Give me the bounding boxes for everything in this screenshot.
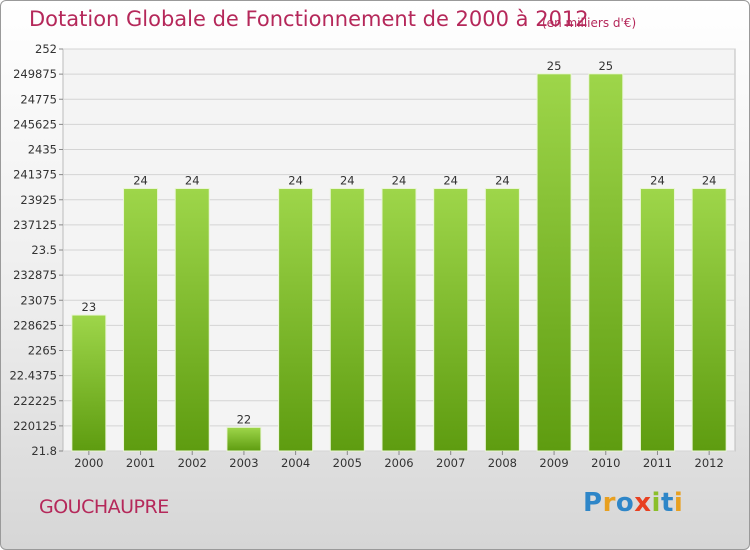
- bar-2006: [381, 188, 417, 452]
- x-tick-label: 2001: [126, 456, 155, 470]
- x-tick-label: 2011: [643, 456, 672, 470]
- y-tick-label: 23.5: [31, 243, 57, 257]
- data-label-2007: 24: [443, 174, 458, 188]
- bar-2001: [123, 188, 159, 452]
- data-label-2005: 24: [340, 174, 355, 188]
- data-label-2001: 24: [133, 174, 148, 188]
- x-tick-label: 2012: [695, 456, 724, 470]
- bar-2012: [691, 188, 727, 452]
- y-tick-label: 23925: [20, 193, 57, 207]
- data-label-2009: 25: [547, 59, 562, 73]
- x-tick-label: 2010: [591, 456, 620, 470]
- x-tick-label: 2009: [539, 456, 568, 470]
- data-label-2010: 25: [598, 59, 613, 73]
- bar-2005: [329, 188, 365, 452]
- y-tick-label: 228625: [13, 318, 57, 332]
- chart-title: Dotation Globale de Fonctionnement de 20…: [29, 7, 589, 31]
- logo-letter: x: [634, 488, 652, 518]
- y-tick-label: 22.4375: [9, 369, 57, 383]
- y-tick-label: 21.8: [31, 444, 57, 458]
- data-label-2004: 24: [288, 174, 303, 188]
- data-label-2000: 23: [82, 300, 97, 314]
- x-tick-label: 2004: [281, 456, 310, 470]
- x-tick-label: 2007: [436, 456, 465, 470]
- data-label-2008: 24: [495, 174, 510, 188]
- x-tick-label: 2002: [178, 456, 207, 470]
- data-label-2003: 22: [237, 412, 252, 426]
- logo-letter: i: [651, 488, 661, 518]
- y-tick-label: 245625: [13, 117, 57, 131]
- bar-2010: [588, 73, 624, 452]
- bar-2007: [433, 188, 469, 452]
- y-tick-label: 24775: [20, 92, 57, 106]
- x-tick-label: 2005: [333, 456, 362, 470]
- logo-letter: o: [615, 488, 635, 518]
- logo-letter: t: [660, 488, 674, 518]
- y-tick-label: 23075: [20, 293, 57, 307]
- y-tick-label: 237125: [13, 218, 57, 232]
- y-tick-label: 249875: [13, 67, 57, 81]
- y-axis: 21.8 220125 222225 22.4375 2265 228625 23075 23…: [9, 42, 63, 458]
- data-label-2012: 24: [702, 174, 717, 188]
- bar-2002: [174, 188, 210, 452]
- x-tick-label: 2000: [74, 456, 103, 470]
- x-tick-label: 2003: [229, 456, 258, 470]
- data-label-2002: 24: [185, 174, 200, 188]
- x-tick-label: 2006: [384, 456, 413, 470]
- x-axis: 2000 2001 2002 2003 2004 2005 2006 2007 2008 2009…: [74, 451, 724, 470]
- bar-2000: [71, 314, 107, 452]
- y-tick-label: 232875: [13, 268, 57, 282]
- data-label-2011: 24: [650, 174, 665, 188]
- logo-letter: i: [673, 488, 684, 518]
- commune-name: GOUCHAUPRE: [39, 496, 169, 518]
- chart-subtitle: (en milliers d'€): [542, 16, 637, 30]
- data-label-2006: 24: [392, 174, 407, 188]
- y-tick-label: 241375: [13, 168, 57, 182]
- bar-2011: [639, 188, 675, 452]
- proxiti-logo[interactable]: Proxiti: [583, 488, 683, 518]
- bar-2003: [226, 426, 262, 452]
- bar-2009: [536, 73, 572, 452]
- y-tick-label: 252: [35, 42, 57, 56]
- logo-letter: P: [583, 488, 603, 518]
- bar-2008: [484, 188, 520, 452]
- x-tick-label: 2008: [488, 456, 517, 470]
- logo-letter: r: [602, 488, 616, 518]
- y-tick-label: 2265: [28, 344, 57, 358]
- y-tick-label: 220125: [13, 419, 57, 433]
- bar-2004: [278, 188, 314, 452]
- y-tick-label: 222225: [13, 394, 57, 408]
- bars: 23 24 24 22 24 24 24 24 24 25 25 24 24: [71, 59, 727, 452]
- y-tick-label: 2435: [28, 143, 57, 157]
